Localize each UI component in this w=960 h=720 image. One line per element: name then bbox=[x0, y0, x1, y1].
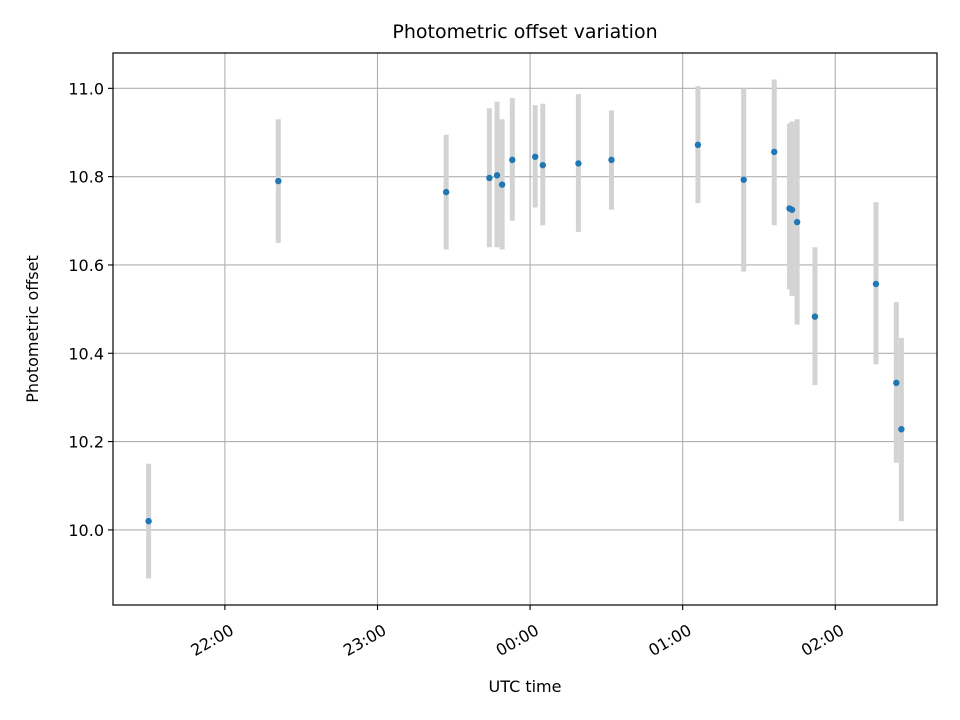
data-point bbox=[694, 141, 702, 149]
x-axis-title: UTC time bbox=[489, 677, 562, 696]
data-point bbox=[145, 517, 152, 525]
data-point bbox=[498, 181, 506, 188]
data-point bbox=[893, 379, 900, 387]
data-point bbox=[793, 218, 801, 226]
grid bbox=[113, 53, 937, 605]
y-axis-ticks: 10.0 10.2 10.4 10.6 10.8 11.0 bbox=[68, 79, 113, 540]
plot-frame bbox=[112, 52, 938, 606]
data-points bbox=[145, 141, 905, 525]
y-tick-label: 10.2 bbox=[68, 433, 104, 452]
y-tick-label: 11.0 bbox=[68, 79, 104, 98]
y-axis-title: Photometric offset bbox=[23, 255, 42, 403]
data-point bbox=[788, 206, 796, 213]
chart-title: Photometric offset variation bbox=[392, 21, 657, 43]
data-point bbox=[811, 313, 819, 320]
data-point bbox=[493, 172, 501, 179]
data-point bbox=[275, 177, 282, 185]
y-tick-label: 10.6 bbox=[68, 256, 104, 275]
data-point bbox=[442, 188, 450, 196]
data-point bbox=[486, 174, 493, 182]
data-point bbox=[575, 160, 582, 167]
data-point bbox=[771, 148, 778, 156]
y-tick-label: 10.8 bbox=[68, 168, 104, 187]
y-tick-label: 10.0 bbox=[68, 521, 104, 540]
data-point bbox=[509, 156, 516, 164]
data-point bbox=[608, 156, 615, 164]
y-tick-label: 10.4 bbox=[68, 344, 104, 363]
data-point bbox=[539, 161, 547, 169]
data-point bbox=[531, 153, 539, 160]
data-point bbox=[898, 426, 905, 433]
data-point bbox=[872, 280, 880, 288]
data-point bbox=[740, 176, 747, 183]
